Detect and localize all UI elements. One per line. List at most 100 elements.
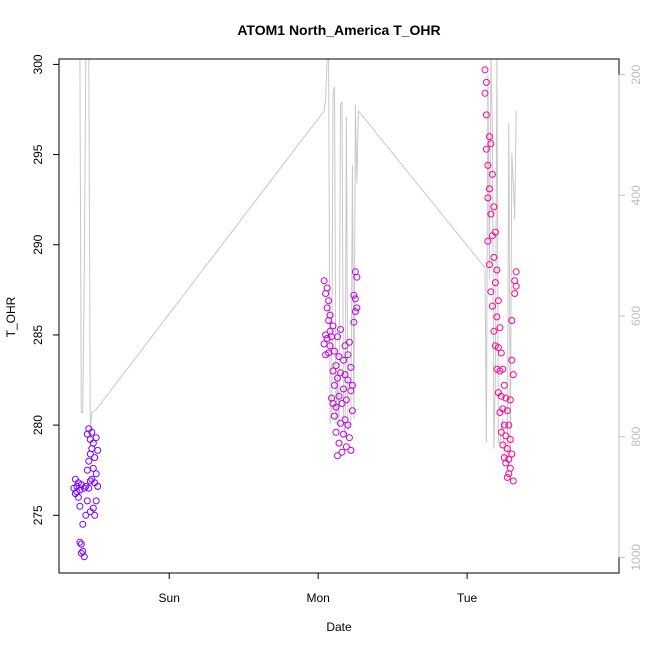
data-point bbox=[508, 450, 516, 458]
data-point bbox=[499, 365, 507, 373]
x-axis-label: Date bbox=[326, 620, 352, 634]
data-point bbox=[509, 371, 517, 379]
data-point bbox=[488, 302, 496, 310]
data-point bbox=[345, 434, 353, 442]
data-point bbox=[80, 553, 88, 561]
data-point bbox=[494, 344, 502, 352]
data-point bbox=[506, 464, 514, 472]
data-point bbox=[347, 446, 355, 454]
data-point bbox=[76, 502, 84, 510]
data-point bbox=[79, 520, 87, 528]
data-point bbox=[500, 421, 508, 429]
data-point bbox=[496, 324, 504, 332]
data-point bbox=[345, 338, 353, 346]
data-point bbox=[331, 412, 338, 420]
data-point bbox=[80, 484, 88, 492]
data-point bbox=[92, 470, 100, 478]
y-axis-left: 275 280 285 290 295 300 bbox=[31, 54, 60, 525]
data-point bbox=[482, 78, 490, 86]
data-point bbox=[482, 111, 490, 119]
data-point bbox=[500, 381, 508, 389]
data-point bbox=[334, 452, 341, 460]
data-point bbox=[342, 396, 350, 404]
data-point bbox=[487, 288, 495, 296]
y-axis-right: 200 400 600 800 1000 bbox=[618, 64, 643, 571]
data-point bbox=[505, 421, 513, 429]
data-point bbox=[490, 203, 498, 211]
data-point bbox=[503, 473, 511, 481]
data-point bbox=[502, 394, 510, 402]
data-point bbox=[340, 430, 347, 438]
y-tick-label: 295 bbox=[31, 144, 45, 164]
data-point bbox=[344, 351, 352, 359]
data-point bbox=[94, 446, 102, 454]
data-point bbox=[348, 407, 356, 415]
data-point bbox=[326, 342, 334, 350]
data-point bbox=[484, 194, 492, 202]
data-point bbox=[497, 428, 505, 436]
data-point bbox=[332, 428, 340, 436]
data-point bbox=[91, 454, 99, 462]
data-point bbox=[335, 439, 343, 447]
data-point bbox=[340, 356, 347, 364]
data-point bbox=[512, 268, 520, 276]
data-point bbox=[325, 297, 333, 305]
data-point bbox=[351, 295, 359, 303]
data-point bbox=[77, 540, 85, 548]
data-point bbox=[86, 477, 94, 485]
data-point bbox=[92, 434, 100, 442]
data-point bbox=[341, 416, 349, 424]
data-point bbox=[487, 210, 495, 218]
y2-tick-label: 600 bbox=[629, 306, 643, 326]
data-point bbox=[341, 371, 349, 379]
data-point bbox=[332, 403, 340, 411]
data-point bbox=[351, 308, 359, 315]
data-point bbox=[503, 407, 511, 415]
data-point bbox=[323, 284, 331, 292]
data-point bbox=[85, 484, 93, 492]
data-point bbox=[335, 392, 343, 400]
data-point bbox=[481, 89, 489, 97]
y-tick-label: 280 bbox=[31, 415, 45, 435]
data-point bbox=[505, 455, 513, 463]
data-point bbox=[503, 445, 511, 453]
y-axis-label: T_OHR bbox=[4, 296, 18, 337]
data-point bbox=[344, 376, 352, 384]
x-tick-label: Sun bbox=[159, 591, 180, 605]
data-point bbox=[338, 448, 346, 456]
data-point bbox=[337, 326, 344, 333]
chart-title: ATOM1 North_America T_OHR bbox=[237, 22, 440, 38]
y-tick-label: 285 bbox=[31, 325, 45, 345]
y2-tick-label: 800 bbox=[629, 426, 643, 446]
data-point bbox=[329, 367, 337, 375]
data-point bbox=[331, 381, 338, 389]
y2-tick-label: 400 bbox=[629, 185, 643, 205]
data-point bbox=[323, 335, 331, 342]
data-point bbox=[89, 439, 97, 447]
data-point bbox=[481, 66, 489, 74]
data-point bbox=[341, 342, 349, 350]
data-point bbox=[94, 482, 102, 490]
data-point bbox=[332, 362, 340, 370]
data-point bbox=[485, 133, 493, 141]
y-tick-label: 275 bbox=[31, 505, 45, 525]
data-point bbox=[508, 317, 516, 324]
data-point bbox=[353, 273, 361, 281]
data-point bbox=[74, 493, 82, 501]
x-axis: Sun Mon Tue bbox=[159, 572, 478, 605]
data-point bbox=[488, 170, 496, 178]
data-point bbox=[337, 369, 344, 377]
data-point bbox=[91, 511, 99, 519]
data-point bbox=[344, 421, 352, 429]
data-point bbox=[342, 443, 350, 451]
data-point bbox=[92, 497, 100, 505]
y-tick-label: 290 bbox=[31, 234, 45, 254]
data-point bbox=[338, 400, 346, 407]
data-point bbox=[350, 318, 358, 326]
data-point bbox=[85, 457, 93, 465]
data-point bbox=[512, 282, 520, 290]
data-point bbox=[331, 347, 338, 355]
data-point bbox=[493, 266, 501, 274]
